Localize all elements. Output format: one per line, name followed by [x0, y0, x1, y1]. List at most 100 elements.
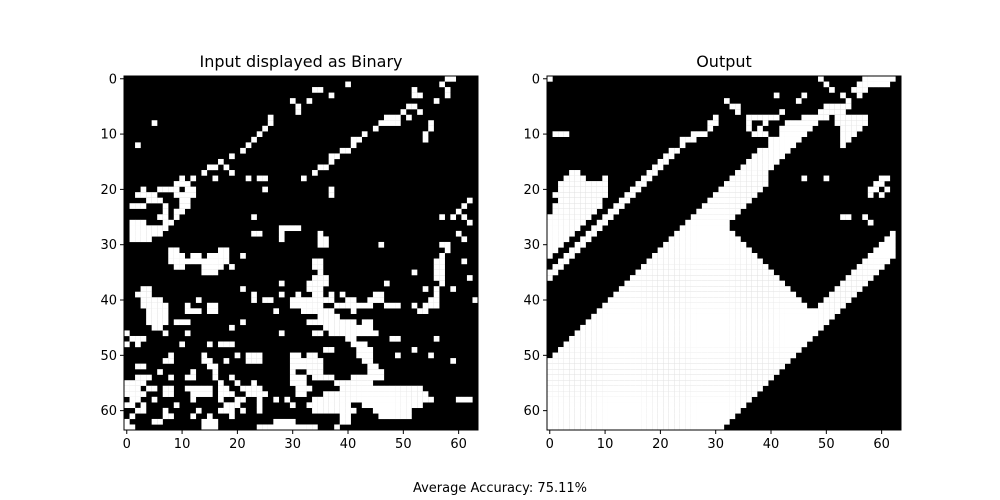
- heatmap-pixel: [624, 352, 631, 359]
- heatmap-pixel: [701, 352, 708, 359]
- heatmap-pixel: [806, 330, 813, 337]
- heatmap-pixel: [168, 258, 174, 265]
- heatmap-pixel: [751, 319, 758, 326]
- heatmap-pixel: [361, 402, 368, 409]
- heatmap-pixel: [580, 407, 586, 414]
- heatmap-pixel: [558, 369, 564, 375]
- heatmap-pixel: [596, 197, 603, 204]
- heatmap-pixel: [591, 358, 597, 364]
- heatmap-pixel: [768, 335, 774, 342]
- heatmap-pixel: [624, 358, 631, 364]
- heatmap-pixel: [674, 413, 680, 420]
- heatmap-pixel: [289, 424, 296, 431]
- heatmap-pixel: [718, 391, 725, 397]
- heatmap-pixel: [624, 347, 631, 353]
- heatmap-pixel: [712, 208, 719, 215]
- heatmap-pixel: [635, 280, 642, 287]
- heatmap-pixel: [773, 319, 780, 326]
- heatmap-pixel: [585, 396, 592, 403]
- heatmap-pixel: [466, 275, 473, 281]
- heatmap-pixel: [641, 264, 647, 270]
- heatmap-pixel: [563, 175, 570, 182]
- heatmap-pixel: [461, 203, 468, 209]
- heatmap-pixel: [679, 330, 686, 337]
- input-panel-title: Input displayed as Binary: [199, 52, 403, 71]
- heatmap-pixel: [596, 413, 603, 420]
- heatmap-pixel: [206, 363, 213, 370]
- heatmap-pixel: [657, 369, 664, 375]
- heatmap-pixel: [206, 385, 213, 392]
- heatmap-pixel: [724, 402, 730, 409]
- heatmap-pixel: [729, 363, 736, 370]
- heatmap-pixel: [884, 76, 891, 82]
- heatmap-pixel: [558, 264, 564, 270]
- heatmap-pixel: [679, 269, 686, 276]
- heatmap-pixel: [574, 347, 581, 353]
- heatmap-pixel: [580, 380, 586, 386]
- heatmap-pixel: [840, 142, 846, 149]
- heatmap-pixel: [740, 358, 747, 364]
- heatmap-pixel: [569, 402, 575, 409]
- heatmap-pixel: [652, 319, 658, 326]
- heatmap-pixel: [574, 380, 581, 386]
- heatmap-pixel: [334, 424, 340, 431]
- heatmap-pixel: [795, 324, 802, 331]
- heatmap-pixel: [157, 308, 163, 314]
- heatmap-pixel: [884, 81, 891, 88]
- heatmap-pixel: [624, 374, 631, 381]
- heatmap-pixel: [779, 358, 785, 364]
- heatmap-pixel: [624, 363, 631, 370]
- heatmap-pixel: [129, 391, 136, 397]
- heatmap-pixel: [417, 391, 423, 397]
- heatmap-pixel: [558, 380, 564, 386]
- heatmap-pixel: [856, 120, 863, 126]
- heatmap-pixel: [867, 253, 874, 259]
- heatmap-pixel: [585, 418, 592, 425]
- heatmap-pixel: [718, 341, 725, 348]
- heatmap-pixel: [350, 396, 357, 403]
- heatmap-pixel: [295, 391, 302, 397]
- heatmap-pixel: [724, 335, 730, 342]
- heatmap-pixel: [168, 352, 174, 359]
- heatmap-pixel: [635, 347, 642, 353]
- heatmap-pixel: [784, 352, 791, 359]
- heatmap-pixel: [751, 297, 758, 303]
- heatmap-pixel: [685, 247, 691, 254]
- heatmap-pixel: [674, 302, 680, 309]
- heatmap-pixel: [845, 125, 852, 132]
- heatmap-pixel: [367, 358, 374, 364]
- heatmap-pixel: [607, 297, 614, 303]
- heatmap-pixel: [679, 358, 686, 364]
- heatmap-pixel: [751, 341, 758, 348]
- heatmap-pixel: [245, 358, 252, 364]
- heatmap-pixel: [558, 418, 564, 425]
- heatmap-pixel: [262, 424, 268, 431]
- heatmap-pixel: [580, 396, 586, 403]
- heatmap-pixel: [345, 380, 351, 386]
- heatmap-pixel: [417, 396, 423, 403]
- heatmap-pixel: [735, 391, 741, 397]
- heatmap-pixel: [129, 396, 136, 403]
- heatmap-pixel: [790, 335, 797, 342]
- heatmap-pixel: [696, 253, 703, 259]
- heatmap-pixel: [372, 385, 379, 392]
- heatmap-pixel: [690, 136, 697, 143]
- heatmap-pixel: [140, 192, 147, 198]
- x-tick-label: 20: [652, 437, 669, 452]
- heatmap-pixel: [552, 385, 559, 392]
- heatmap-pixel: [629, 407, 636, 414]
- heatmap-pixel: [312, 352, 318, 359]
- heatmap-pixel: [641, 175, 647, 182]
- heatmap-pixel: [746, 286, 752, 292]
- heatmap-pixel: [596, 380, 603, 386]
- heatmap-pixel: [140, 203, 147, 209]
- heatmap-pixel: [779, 302, 785, 309]
- heatmap-pixel: [607, 352, 614, 359]
- heatmap-pixel: [696, 297, 703, 303]
- heatmap-pixel: [812, 324, 819, 331]
- heatmap-pixel: [618, 424, 625, 431]
- heatmap-pixel: [652, 280, 658, 287]
- heatmap-pixel: [339, 413, 346, 420]
- heatmap-pixel: [361, 385, 368, 392]
- heatmap-pixel: [740, 319, 747, 326]
